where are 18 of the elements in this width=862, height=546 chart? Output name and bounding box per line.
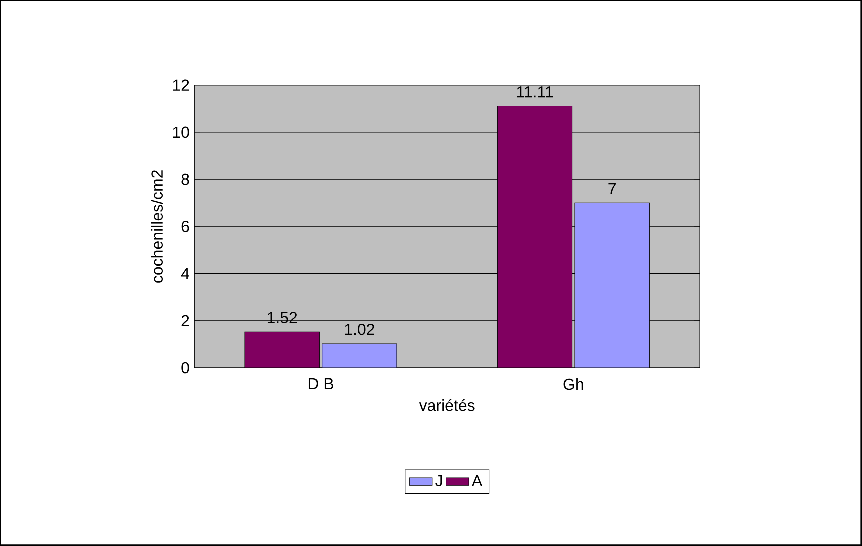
y-tick-label: 2 [182,315,190,326]
y-axis-title: cochenilles/cm2 [151,170,163,283]
bar [497,106,573,368]
y-tick-label: 4 [181,268,190,280]
y-tick-label: 8 [182,174,190,186]
data-label: 11.11 [517,86,554,98]
x-tick-label: D B [308,378,334,390]
legend-label: A [472,475,483,486]
data-label: 1.02 [345,324,374,336]
y-tick-label: 6 [182,221,190,232]
y-tick-label: 10 [173,126,190,138]
y-tick-label: 0 [182,362,190,374]
legend-label: J [436,475,442,487]
data-label: 7 [608,183,616,194]
bar [244,332,320,368]
y-tick-label: 12 [173,80,190,91]
x-tick-label: Gh [564,378,584,390]
x-axis-title: variétés [419,399,475,412]
